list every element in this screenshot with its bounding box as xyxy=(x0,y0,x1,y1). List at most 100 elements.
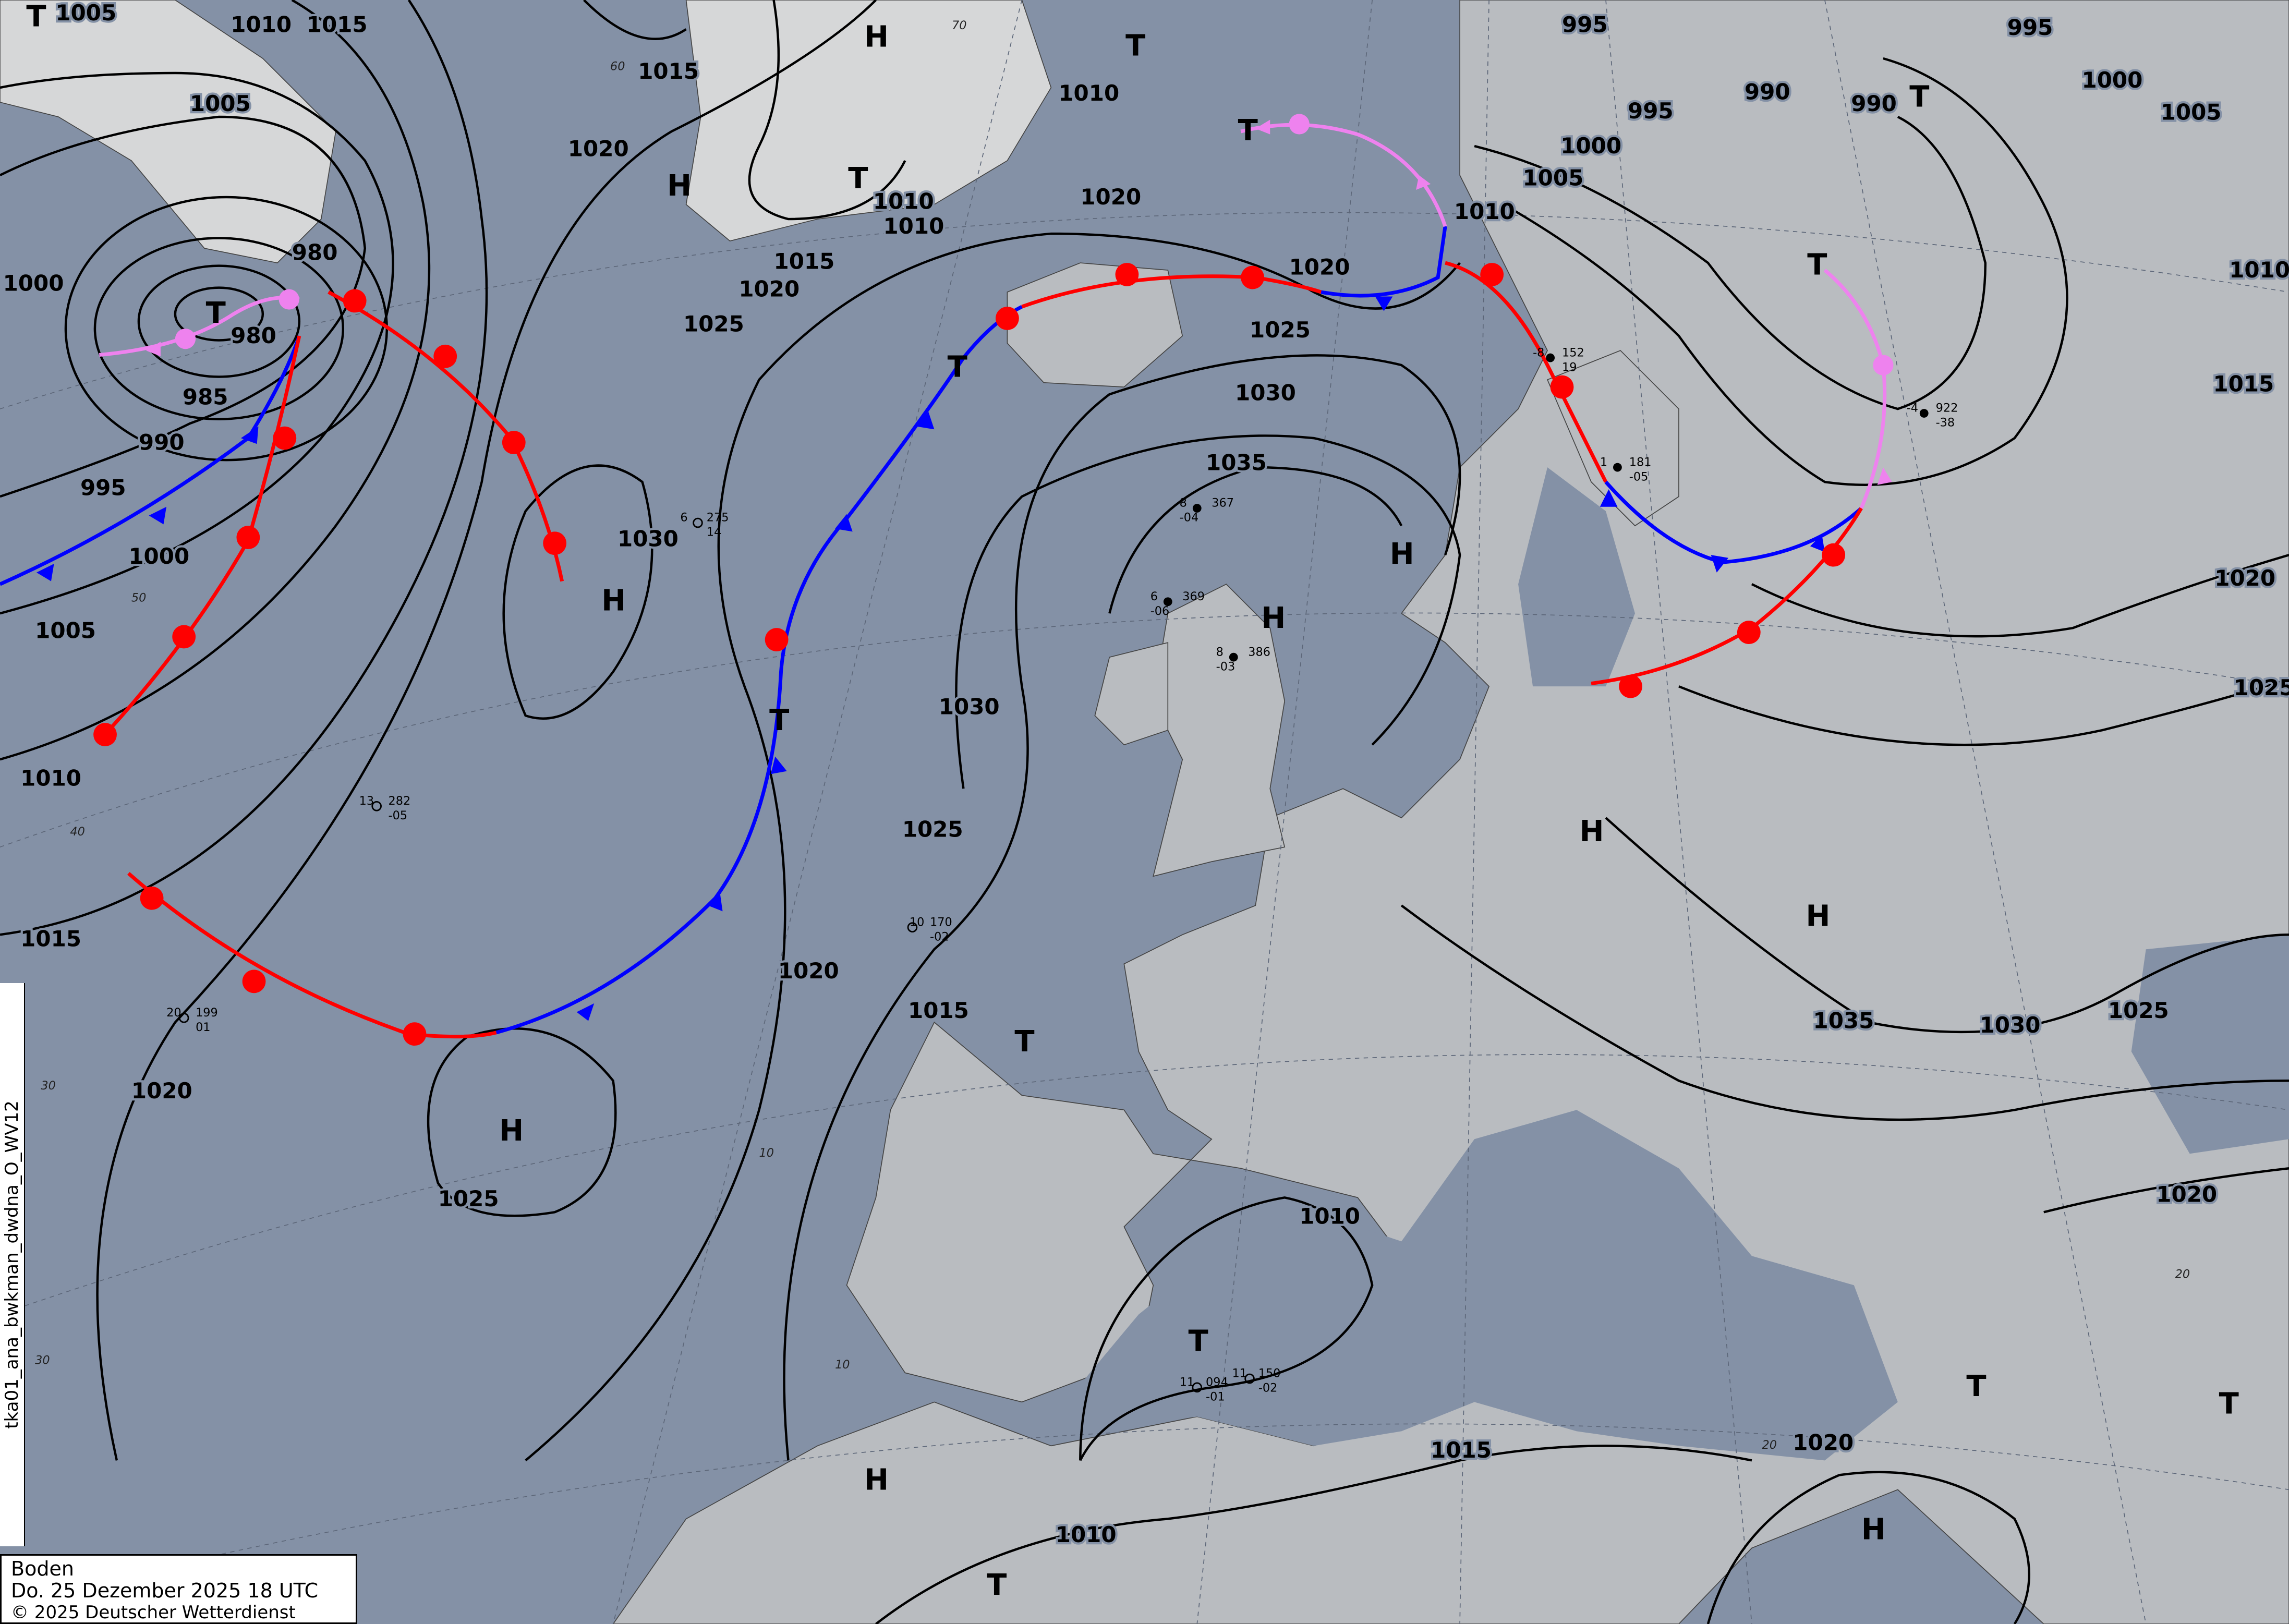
svg-text:19: 19 xyxy=(1562,360,1577,374)
low-center: T xyxy=(1188,1324,1208,1358)
latitude-label: 70 xyxy=(952,19,966,32)
svg-text:369: 369 xyxy=(1182,590,1205,603)
canada-land xyxy=(0,0,336,263)
isobar-label: 990 xyxy=(1745,79,1790,104)
cold-front-atlantic-low xyxy=(0,335,301,586)
svg-text:11: 11 xyxy=(1180,1376,1194,1389)
isobar-label: 1015 xyxy=(307,12,368,38)
warm-front-south xyxy=(127,871,497,1039)
high-center: H xyxy=(601,584,626,618)
occlusion-norwegian-sea xyxy=(1240,123,1447,227)
isobar-label: 1025 xyxy=(1250,317,1311,343)
cold-front-triangles xyxy=(36,296,1825,1021)
station-plot: 275 6 14 xyxy=(680,511,729,539)
isobar-label: 1025 xyxy=(438,1186,499,1211)
high-center: H xyxy=(1806,899,1830,933)
low-center: T xyxy=(1966,1370,1986,1403)
station-plot: 170 10 -02 xyxy=(907,915,952,943)
svg-text:282: 282 xyxy=(389,794,411,808)
isobar-label: 990 xyxy=(1851,91,1897,116)
cold-front-norwegian-sea xyxy=(1321,226,1447,298)
isobar-label: 1020 xyxy=(568,136,629,162)
isobar-label: 1035 xyxy=(1813,1008,1874,1033)
europe-mainland xyxy=(612,0,2289,1624)
latitude-label: 10 xyxy=(835,1358,850,1372)
latitude-label: 30 xyxy=(35,1354,50,1367)
isobar-label: 1025 xyxy=(2234,675,2289,700)
low-center: T xyxy=(1807,248,1827,282)
isobar-label: 1020 xyxy=(2214,565,2275,591)
svg-text:1: 1 xyxy=(1600,455,1607,469)
latitude-label: 10 xyxy=(759,1146,774,1160)
isobar-label: 1010 xyxy=(1056,1522,1117,1547)
isobar-label: 1000 xyxy=(128,543,189,569)
latitude-label: 20 xyxy=(2175,1267,2190,1281)
isobar-label: 1015 xyxy=(774,248,835,274)
isobar-label: 1010 xyxy=(1299,1204,1360,1229)
svg-text:275: 275 xyxy=(707,511,729,525)
isobar-label: 1015 xyxy=(20,926,81,952)
station-plot: 367 8-04 xyxy=(1180,496,1234,525)
station-plot: 152 -8 19 xyxy=(1533,346,1584,374)
mediterranean-sea xyxy=(1065,1110,1898,1461)
svg-text:-06: -06 xyxy=(1150,604,1170,618)
svg-text:10: 10 xyxy=(910,915,924,929)
copyright-label: © 2025 Deutscher Wetterdienst xyxy=(11,1602,296,1623)
svg-text:8: 8 xyxy=(1216,645,1224,659)
station-plot: 386 8-03 xyxy=(1216,645,1270,673)
station-plot: 922 -4 -38 xyxy=(1907,402,1958,430)
svg-text:-02: -02 xyxy=(1258,1381,1278,1395)
high-center: H xyxy=(864,20,889,54)
svg-text:01: 01 xyxy=(196,1021,210,1034)
ireland xyxy=(1094,642,1169,746)
isobar-label: 995 xyxy=(1562,12,1608,38)
station-plot: 150 11 -02 xyxy=(1232,1367,1280,1395)
svg-text:13: 13 xyxy=(359,794,374,808)
svg-text:-02: -02 xyxy=(930,930,949,943)
isobar-label: 1010 xyxy=(1058,80,1119,106)
isobar-label: 1030 xyxy=(939,694,1000,719)
low-center: T xyxy=(26,0,46,33)
svg-text:-05: -05 xyxy=(389,809,408,822)
svg-text:094: 094 xyxy=(1206,1376,1228,1389)
station-plot: 282 13 -05 xyxy=(359,794,411,822)
station-plot: 199 20 01 xyxy=(166,1006,218,1034)
svg-text:6: 6 xyxy=(1150,590,1158,603)
isobar-label: 1010 xyxy=(1454,199,1515,224)
isobar-label: 1020 xyxy=(1080,184,1141,210)
svg-text:14: 14 xyxy=(707,526,721,539)
isobar-label: 1025 xyxy=(683,311,744,337)
isobar-label: 1015 xyxy=(638,58,699,84)
baltic-sea xyxy=(1518,467,1635,687)
svg-text:6: 6 xyxy=(680,511,687,525)
isobar-label: 1020 xyxy=(131,1078,192,1104)
isobar-label: 995 xyxy=(80,475,126,500)
isobar-label: 1030 xyxy=(1235,380,1296,405)
low-center: T xyxy=(987,1568,1007,1602)
isobar-label: 1010 xyxy=(20,766,81,791)
isobar-label: 1025 xyxy=(2108,998,2169,1023)
iceland xyxy=(1007,262,1183,387)
isobar-label: 1030 xyxy=(1980,1012,2041,1038)
station-plot: 094 11 -01 xyxy=(1180,1376,1228,1404)
isobar-label: 1005 xyxy=(2161,100,2222,125)
low-center: T xyxy=(1014,1025,1034,1059)
latitude-label: 20 xyxy=(1762,1438,1777,1452)
valid-time-label: Do. 25 Dezember 2025 18 UTC xyxy=(11,1579,319,1602)
isobar-label: 1020 xyxy=(1793,1430,1854,1456)
isobar-label: 995 xyxy=(2007,15,2053,40)
high-center: H xyxy=(1390,537,1414,571)
isobar-label: 1035 xyxy=(1206,450,1267,476)
warm-front-west xyxy=(328,290,564,582)
warm-front-scandinavia xyxy=(1445,261,1608,483)
svg-text:-4: -4 xyxy=(1907,402,1918,415)
svg-text:150: 150 xyxy=(1258,1367,1281,1380)
isobar-label: 990 xyxy=(139,430,185,455)
isobar-label: 1000 xyxy=(1560,133,1621,159)
center-pressure-value: 1010 xyxy=(873,188,934,214)
svg-text:152: 152 xyxy=(1562,346,1584,359)
svg-text:199: 199 xyxy=(196,1006,218,1020)
